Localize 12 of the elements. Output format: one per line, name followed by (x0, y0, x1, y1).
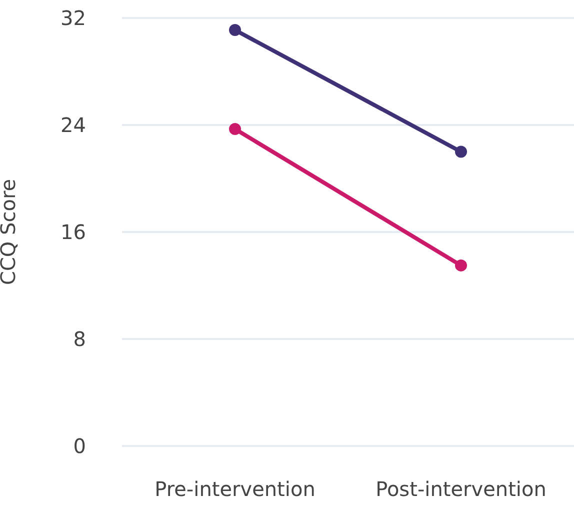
point (455, 146, 467, 158)
point (229, 24, 241, 36)
x-tick-label: Pre-intervention (154, 477, 316, 502)
y-tick-label: 24 (60, 113, 86, 138)
y-tick-label: 32 (60, 6, 86, 30)
y-axis-title: CCQ Score (0, 178, 20, 286)
y-tick-label: 8 (73, 327, 86, 352)
x-tick-label: Post-intervention (376, 477, 546, 502)
point (229, 123, 241, 136)
y-tick-label: 16 (60, 220, 86, 244)
point (455, 259, 467, 272)
y-tick-label: 0 (73, 434, 86, 458)
